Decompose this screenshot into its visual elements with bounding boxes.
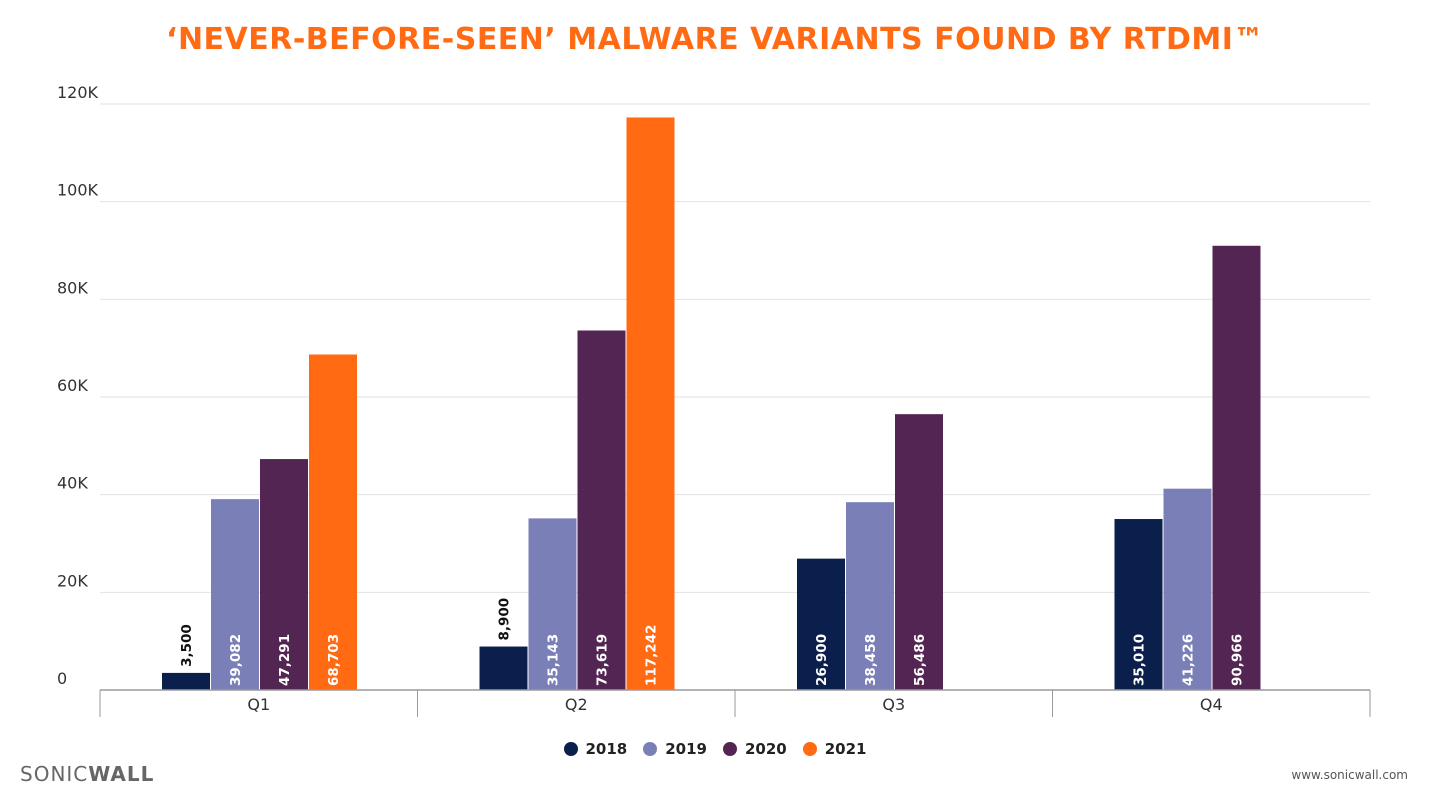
bar-2021-q1 xyxy=(309,354,357,690)
data-label: 73,619 xyxy=(595,634,611,686)
chart-title: ‘NEVER-BEFORE-SEEN’ MALWARE VARIANTS FOU… xyxy=(166,22,1264,57)
x-tick-label: Q3 xyxy=(882,695,905,714)
legend-swatch xyxy=(723,742,737,756)
legend-item-2019: 2019 xyxy=(643,740,707,758)
bar-2018-q4 xyxy=(1114,519,1163,690)
data-label: 3,500 xyxy=(179,624,195,667)
legend-swatch xyxy=(643,742,658,756)
brand-url: www.sonicwall.com xyxy=(1291,768,1408,782)
data-label: 117,242 xyxy=(644,625,660,687)
legend-label: 2018 xyxy=(585,740,628,758)
bar-2021-q2 xyxy=(626,117,675,690)
legend-label: 2021 xyxy=(824,740,867,758)
bar-2020-q3 xyxy=(895,414,943,690)
y-tick-label: 40K xyxy=(57,474,88,493)
y-tick-label: 20K xyxy=(57,571,88,590)
bar-2019-q4 xyxy=(1163,488,1212,690)
data-label: 47,291 xyxy=(277,634,293,686)
data-label: 90,966 xyxy=(1230,634,1246,686)
data-label: 35,143 xyxy=(546,634,562,686)
bar-2019-q3 xyxy=(846,502,894,690)
legend-swatch xyxy=(563,742,578,756)
y-tick-label: 0 xyxy=(57,669,67,688)
legend: 2018 2019 2020 2021 xyxy=(0,740,1430,758)
legend-label: 2020 xyxy=(745,740,787,758)
x-tick-label: Q4 xyxy=(1200,695,1223,714)
legend-item-2018: 2018 xyxy=(563,740,628,758)
bar-2019-q1 xyxy=(211,499,259,690)
data-label: 38,458 xyxy=(863,634,879,686)
data-label: 26,900 xyxy=(814,634,830,686)
bar-2019-q2 xyxy=(528,518,577,690)
bar-2020-q4 xyxy=(1212,245,1261,690)
bar-2018-q2 xyxy=(479,646,528,690)
bar-2020-q2 xyxy=(577,330,626,690)
bars: 3,500 39,082 47,291 68,703 8,900 35,143 73,619… xyxy=(162,117,1261,690)
data-label: 39,082 xyxy=(228,634,244,686)
legend-item-2021: 2021 xyxy=(802,740,867,758)
data-label: 41,226 xyxy=(1181,634,1197,686)
x-tick-label: Q1 xyxy=(247,695,270,714)
axes: 0 20K 40K 60K 80K 100K 120K Q1 Q2 Q3 Q4 xyxy=(57,83,1371,717)
y-tick-label: 120K xyxy=(57,83,99,102)
y-tick-label: 60K xyxy=(57,376,88,395)
x-tick-label: Q2 xyxy=(565,695,588,714)
legend-item-2020: 2020 xyxy=(723,740,787,758)
bar-2018-q3 xyxy=(797,558,845,690)
logo-text-sonic: SONIC xyxy=(20,762,89,786)
y-tick-label: 80K xyxy=(57,278,88,297)
bar-2020-q1 xyxy=(260,459,308,690)
data-label: 8,900 xyxy=(497,598,513,641)
data-label: 56,486 xyxy=(912,634,928,686)
logo-text-wall: WALL xyxy=(88,762,155,786)
bar-2018-q1 xyxy=(162,672,210,690)
sonicwall-logo: SONICWALL xyxy=(20,762,154,786)
data-label: 35,010 xyxy=(1132,634,1148,686)
data-label: 68,703 xyxy=(326,634,342,686)
y-tick-label: 100K xyxy=(57,181,99,200)
legend-swatch xyxy=(802,742,817,756)
legend-label: 2019 xyxy=(665,740,707,758)
